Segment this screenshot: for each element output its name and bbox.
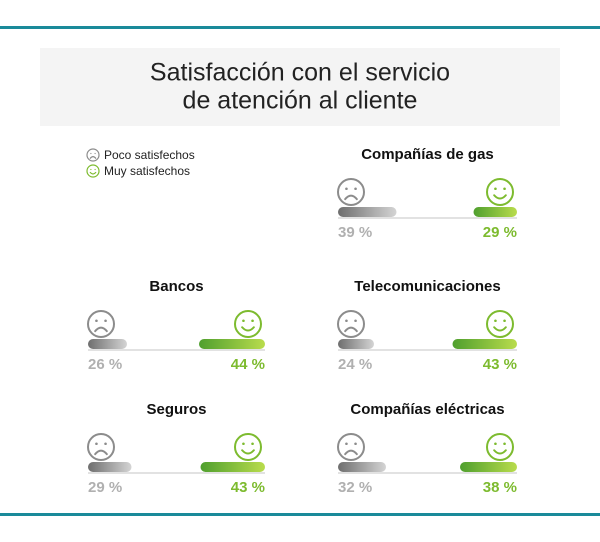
panel-title: Telecomunicaciones	[354, 278, 500, 295]
face-icon	[87, 433, 115, 461]
face-eye	[95, 442, 98, 446]
face-eye	[345, 442, 348, 446]
face-eye	[104, 319, 107, 323]
value-label: 44 %	[231, 356, 265, 373]
legend-label: Muy satisfechos	[104, 164, 190, 178]
panel-title: Bancos	[149, 278, 203, 295]
value-label: 29 %	[483, 224, 517, 241]
title-band	[40, 48, 560, 126]
face-eye	[494, 319, 497, 323]
title-line: de atención al cliente	[183, 87, 418, 115]
bar	[452, 339, 517, 349]
face-mouth	[94, 326, 108, 333]
bar	[338, 339, 374, 349]
face-eye	[494, 187, 497, 191]
face-icon	[86, 164, 100, 178]
legend-label: Poco satisfechos	[104, 148, 195, 162]
value-label: 38 %	[483, 479, 517, 496]
face-eye	[503, 187, 506, 191]
value-label: 32 %	[338, 479, 372, 496]
face-eye	[90, 168, 92, 171]
face-mouth	[94, 449, 108, 456]
panel-title: Compañías eléctricas	[350, 401, 504, 418]
face-icon	[87, 310, 115, 338]
value-label: 39 %	[338, 224, 372, 241]
bar	[200, 462, 265, 472]
face-eye	[90, 152, 92, 155]
face-mouth	[344, 194, 358, 201]
value-label: 29 %	[88, 479, 122, 496]
face-eye	[242, 319, 245, 323]
bar	[460, 462, 517, 472]
face-mouth	[344, 326, 358, 333]
face-eye	[345, 319, 348, 323]
panel-title: Seguros	[146, 401, 206, 418]
face-eye	[503, 319, 506, 323]
value-label: 43 %	[483, 356, 517, 373]
face-icon	[337, 178, 365, 206]
top-rule	[0, 26, 600, 29]
bar	[88, 339, 127, 349]
face-mouth	[241, 326, 255, 332]
face-mouth	[89, 156, 97, 159]
face-mouth	[344, 449, 358, 456]
face-mouth	[89, 171, 97, 175]
face-icon	[337, 433, 365, 461]
face-icon	[234, 310, 262, 338]
face-eye	[345, 187, 348, 191]
value-label: 43 %	[231, 479, 265, 496]
face-eye	[94, 152, 96, 155]
face-icon	[86, 148, 100, 162]
face-icon	[234, 433, 262, 461]
face-eye	[354, 319, 357, 323]
panel-title: Compañías de gas	[361, 146, 494, 163]
face-icon	[486, 433, 514, 461]
face-eye	[354, 442, 357, 446]
face-mouth	[241, 449, 255, 455]
bar	[88, 462, 132, 472]
face-eye	[242, 442, 245, 446]
value-label: 24 %	[338, 356, 372, 373]
face-mouth	[493, 194, 507, 200]
face-eye	[104, 442, 107, 446]
bar	[338, 207, 397, 217]
face-icon	[486, 310, 514, 338]
face-icon	[337, 310, 365, 338]
bar	[338, 462, 386, 472]
face-eye	[503, 442, 506, 446]
title-line: Satisfacción con el servicio	[150, 59, 450, 87]
bottom-rule	[0, 513, 600, 516]
face-mouth	[493, 326, 507, 332]
bar	[473, 207, 517, 217]
face-eye	[94, 168, 96, 171]
face-eye	[494, 442, 497, 446]
face-mouth	[493, 449, 507, 455]
face-icon	[486, 178, 514, 206]
face-eye	[251, 442, 254, 446]
value-label: 26 %	[88, 356, 122, 373]
face-eye	[354, 187, 357, 191]
face-eye	[251, 319, 254, 323]
face-eye	[95, 319, 98, 323]
bar	[199, 339, 265, 349]
